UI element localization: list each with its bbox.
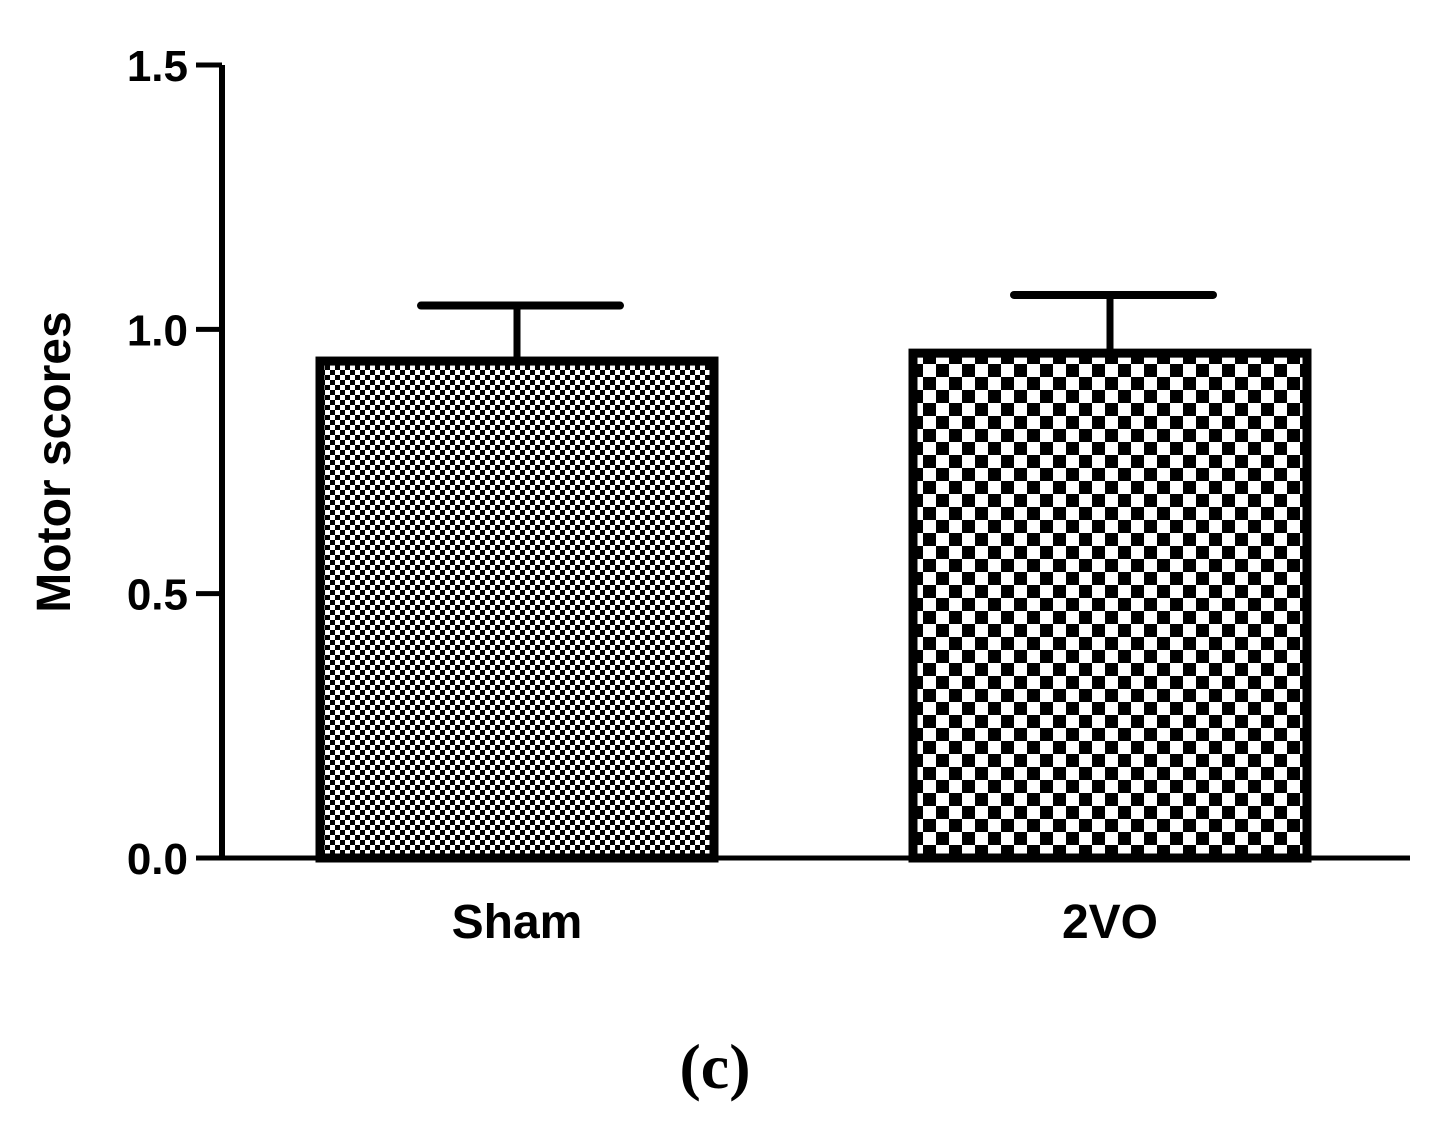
panel-label: (c): [679, 1031, 751, 1102]
bar-2VO: [908, 348, 1312, 863]
x-tick-label: Sham: [452, 896, 583, 949]
y-tick-label: 0.0: [127, 835, 188, 884]
y-ticks: 0.0 0.5 1.0 1.5: [127, 42, 222, 884]
bar-Sham: [315, 356, 719, 863]
y-axis-title: Motor scores: [28, 311, 81, 612]
y-tick-label: 0.5: [127, 571, 188, 620]
y-tick-label: 1.0: [127, 306, 188, 355]
y-tick-label: 1.5: [127, 42, 188, 91]
x-tick-labels: Sham 2VO: [452, 896, 1158, 949]
x-tick-label: 2VO: [1062, 896, 1158, 949]
bars: [315, 290, 1312, 863]
